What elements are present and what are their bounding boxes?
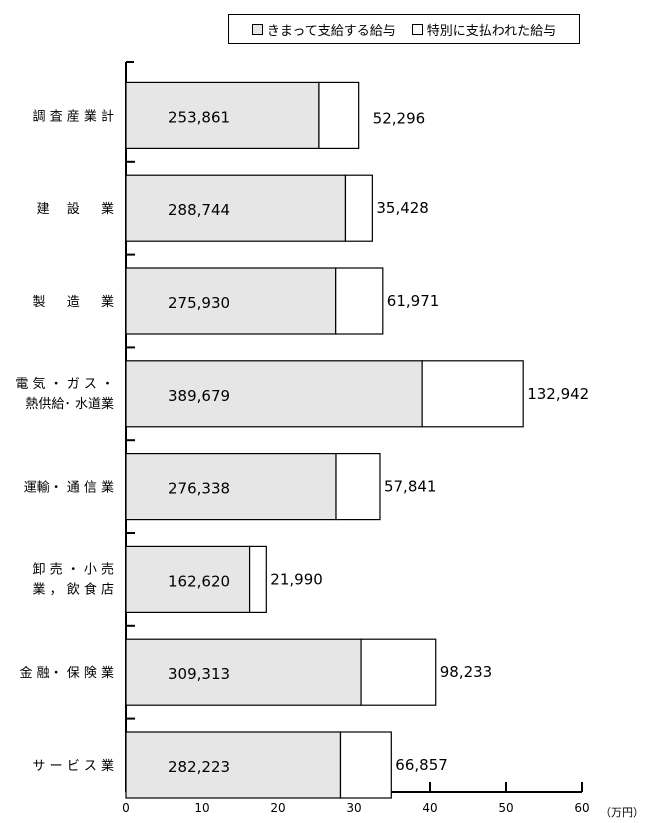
bar-label-regular-pay: 288,744	[168, 201, 230, 219]
bar-special-pay	[335, 453, 381, 521]
bar-special-pay	[335, 267, 384, 335]
category-label: 建 設 業	[37, 201, 114, 217]
category-label: 運輸・ 通 信 業	[24, 480, 114, 496]
bar-label-special-pay: 35,428	[376, 199, 429, 217]
category-label: 業 ， 飲 食 店	[32, 581, 114, 597]
x-tick-label: 50	[498, 801, 513, 815]
bar-regular-pay	[125, 174, 347, 242]
bar-regular-pay	[125, 267, 337, 335]
category-label: 電 気 ・ ガ ス ・	[15, 376, 114, 392]
bar-regular-pay	[125, 545, 251, 614]
legend-swatch-regular	[251, 23, 263, 35]
bar-label-special-pay: 98,233	[440, 663, 493, 681]
bar-label-special-pay: 57,841	[384, 478, 437, 496]
x-tick-label: 60	[574, 801, 589, 815]
legend-label-special: 特別に支払われた給与	[426, 23, 557, 39]
bar-label-regular-pay: 162,620	[168, 572, 230, 590]
bar-label-special-pay: 52,296	[373, 109, 426, 127]
bar-label-regular-pay: 275,930	[168, 294, 230, 312]
bar-special-pay	[339, 731, 392, 799]
bar-special-pay	[318, 81, 360, 150]
bar-regular-pay	[125, 453, 337, 521]
category-label: 金 融・ 保 険 業	[19, 665, 114, 681]
bar-regular-pay	[125, 81, 320, 150]
bar-label-special-pay: 132,942	[527, 385, 589, 403]
bar-regular-pay	[125, 638, 362, 706]
category-label: 製 造 業	[32, 294, 114, 310]
bar-special-pay	[360, 638, 437, 706]
x-tick-label: 40	[422, 801, 437, 815]
bar-label-regular-pay: 276,338	[168, 480, 230, 498]
legend-item-special: 特別に支払われた給与	[411, 20, 557, 39]
x-unit-label: （万円）	[600, 806, 644, 819]
bar-label-regular-pay: 282,223	[168, 758, 230, 776]
bar-label-special-pay: 66,857	[395, 756, 448, 774]
bar-regular-pay	[125, 731, 342, 799]
bar-label-special-pay: 21,990	[270, 570, 323, 588]
bar-label-regular-pay: 253,861	[168, 108, 230, 126]
x-tick-label: 10	[194, 801, 209, 815]
bar-label-regular-pay: 389,679	[168, 387, 230, 405]
legend: きまって支給する給与 特別に支払われた給与	[228, 14, 580, 44]
category-label: 卸 売 ・ 小 売	[32, 561, 114, 577]
x-tick-label: 20	[270, 801, 285, 815]
x-tick-label: 30	[346, 801, 361, 815]
bar-label-special-pay: 61,971	[387, 292, 440, 310]
bar-special-pay	[421, 360, 524, 428]
legend-label-regular: きまって支給する給与	[266, 23, 396, 39]
legend-item-regular: きまって支給する給与	[251, 20, 396, 39]
bar-special-pay	[248, 545, 267, 614]
category-label: サ ー ビ ス 業	[32, 758, 114, 774]
x-tick-label: 0	[122, 801, 130, 815]
category-label: 調 査 産 業 計	[32, 108, 114, 124]
category-label: 熱供給･ 水道業	[25, 396, 114, 412]
legend-swatch-special	[411, 23, 423, 35]
bar-label-regular-pay: 309,313	[168, 665, 230, 683]
bar-special-pay	[344, 174, 373, 242]
